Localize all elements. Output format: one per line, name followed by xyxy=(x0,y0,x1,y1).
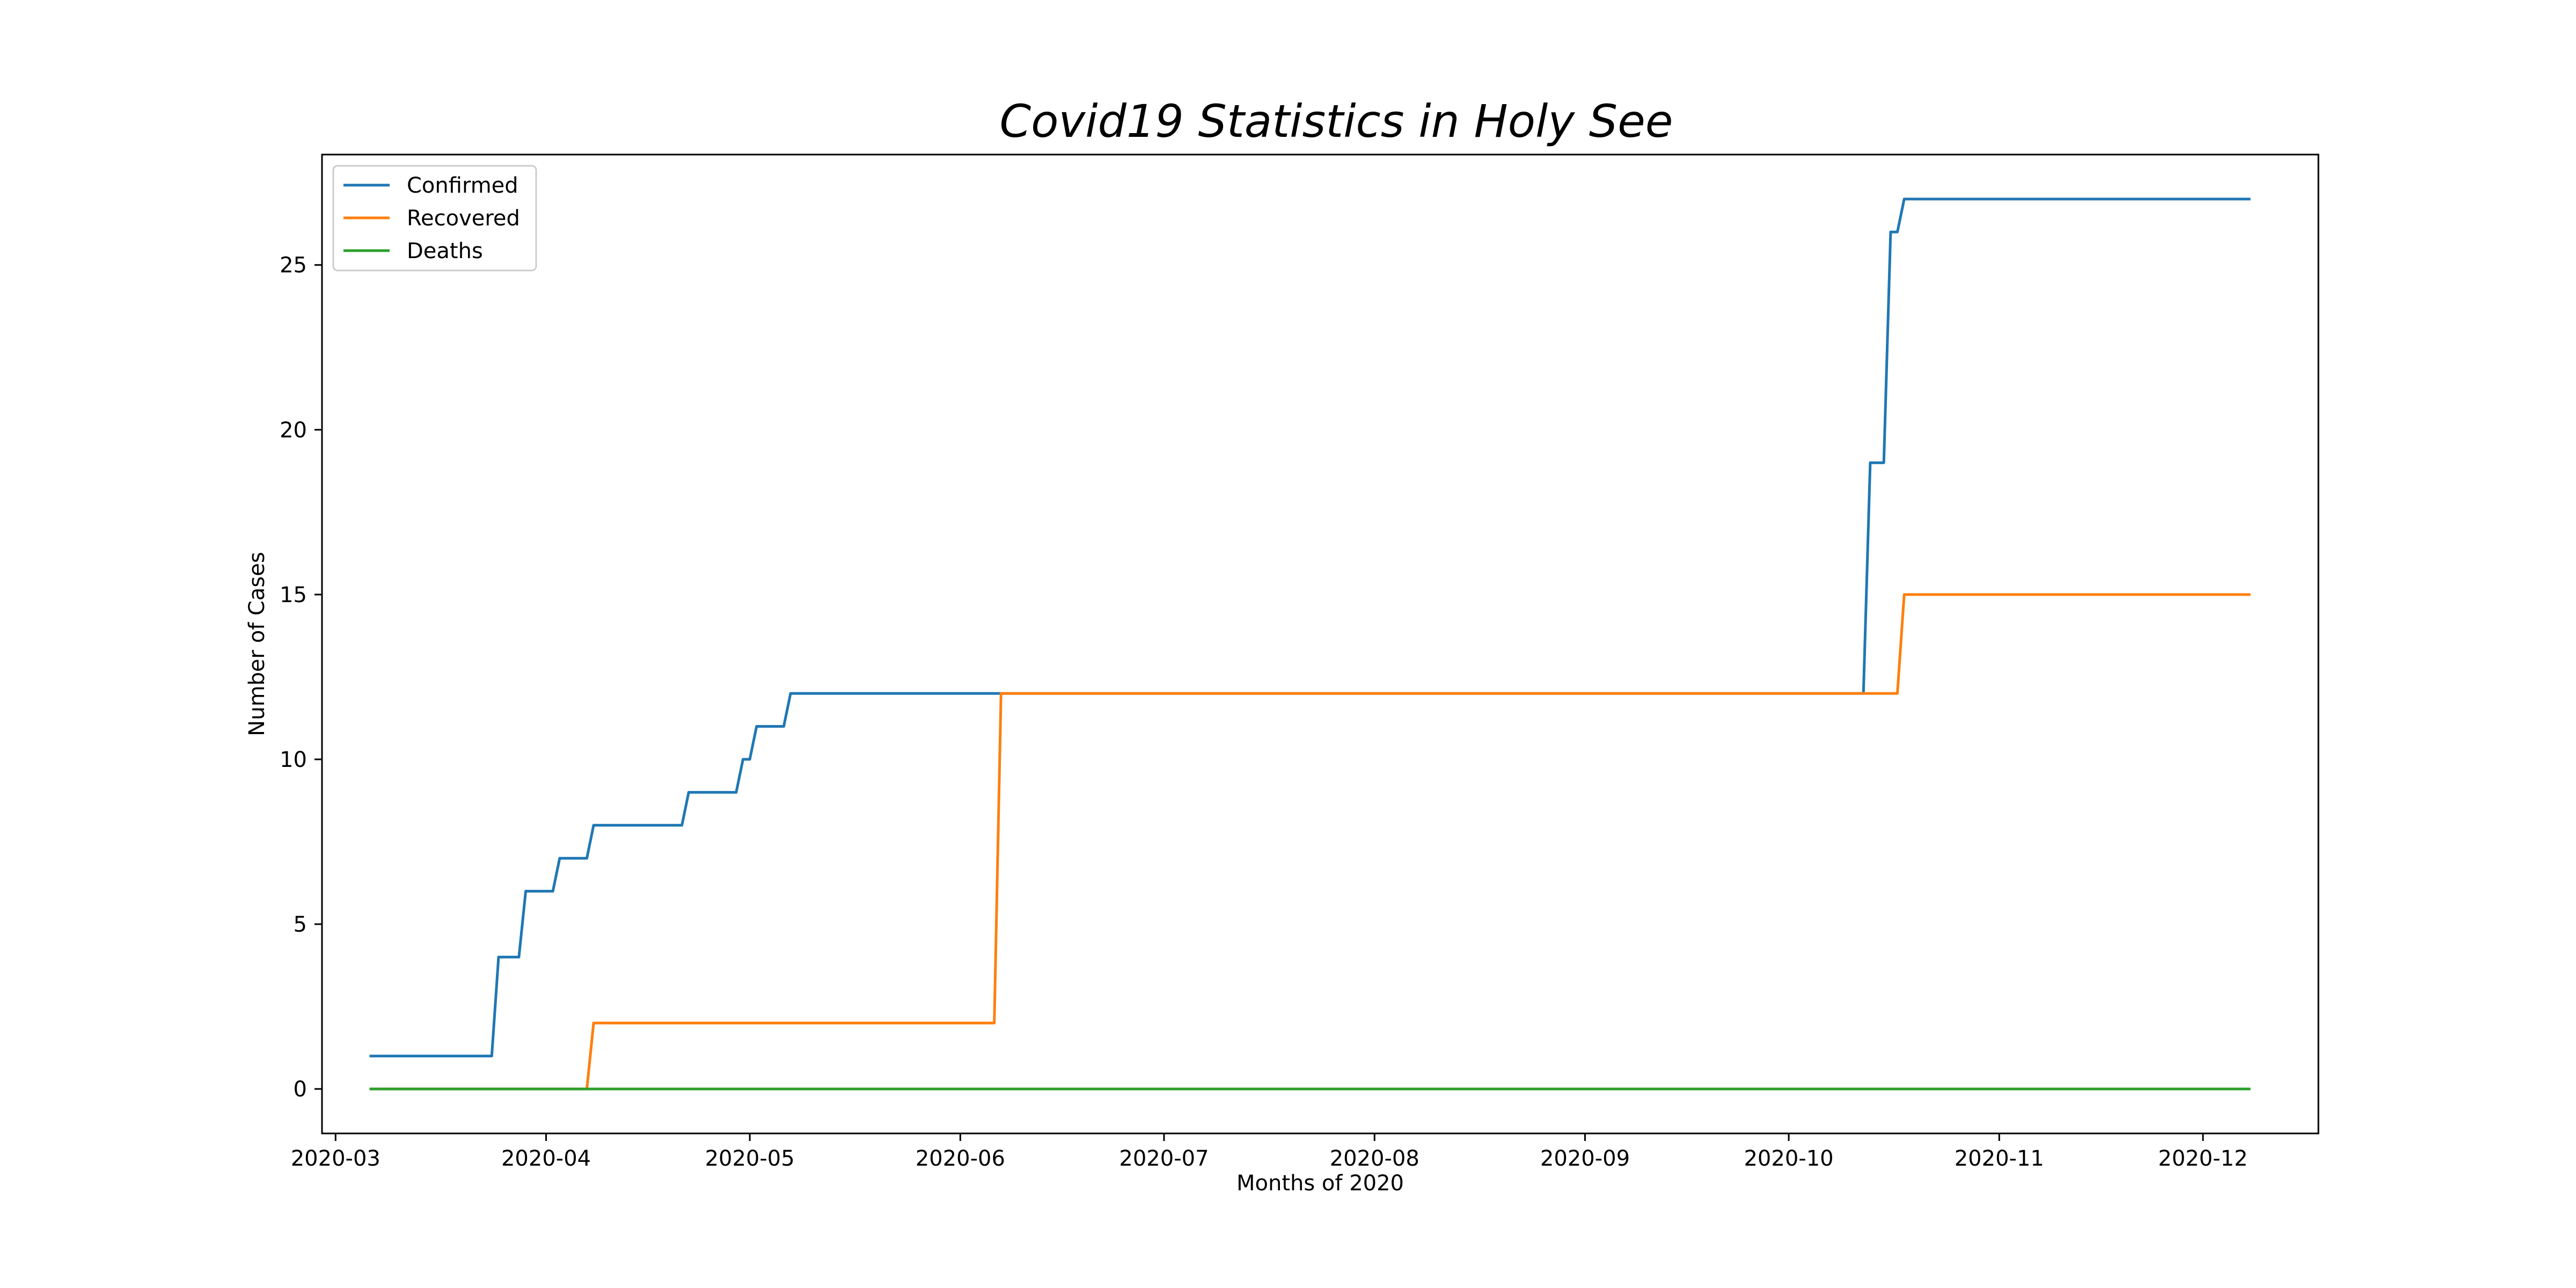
chart-title: Covid19 Statistics in Holy See xyxy=(1000,95,1673,148)
y-axis-ticks: 0 5 10 15 20 25 xyxy=(280,253,322,1102)
x-tick-label: 2020-12 xyxy=(2158,1146,2248,1171)
x-tick-label: 2020-05 xyxy=(705,1146,795,1171)
x-axis-ticks: 2020-03 2020-04 2020-05 2020-06 2020-07 2020-… xyxy=(291,1133,2248,1171)
y-tick-label: 5 xyxy=(294,912,307,937)
y-axis-label: Number of Cases xyxy=(245,552,269,736)
y-tick-label: 25 xyxy=(280,253,307,278)
series-layer xyxy=(369,197,2251,1091)
y-tick-label: 20 xyxy=(280,418,307,443)
series-line-recovered xyxy=(369,593,2251,1091)
series-line-confirmed xyxy=(369,197,2251,1058)
x-tick-label: 2020-10 xyxy=(1744,1146,1833,1171)
legend: Confirmed Recovered Deaths xyxy=(332,165,537,272)
legend-box xyxy=(332,165,537,272)
y-tick-label: 0 xyxy=(294,1077,307,1102)
legend-label-confirmed: Confirmed xyxy=(407,173,518,198)
y-tick-label: 10 xyxy=(280,748,307,772)
x-tick-label: 2020-11 xyxy=(1955,1146,2044,1171)
x-tick-label: 2020-09 xyxy=(1540,1146,1630,1171)
axes-frame xyxy=(321,153,2319,1135)
plot-area: 2020-03 2020-04 2020-05 2020-06 2020-07 2020-… xyxy=(280,153,2319,1171)
x-axis-label: Months of 2020 xyxy=(1236,1171,1404,1196)
x-tick-label: 2020-03 xyxy=(291,1146,380,1171)
x-tick-label: 2020-07 xyxy=(1119,1146,1209,1171)
legend-label-recovered: Recovered xyxy=(407,206,520,231)
legend-label-deaths: Deaths xyxy=(407,239,483,264)
x-tick-label: 2020-06 xyxy=(916,1146,1005,1171)
x-tick-label: 2020-04 xyxy=(501,1146,591,1171)
x-tick-label: 2020-08 xyxy=(1330,1146,1419,1171)
y-tick-label: 15 xyxy=(280,583,307,608)
